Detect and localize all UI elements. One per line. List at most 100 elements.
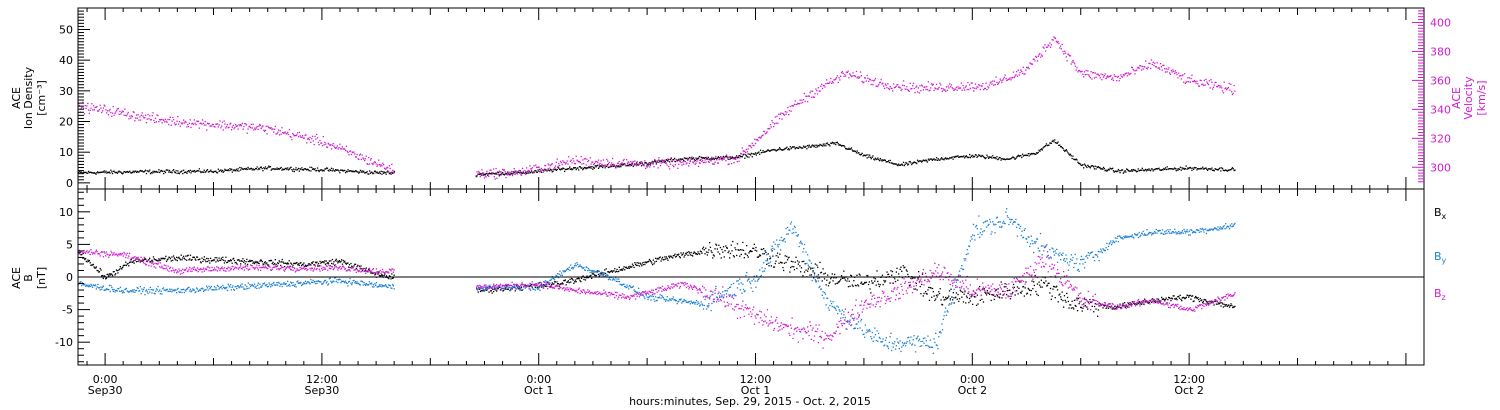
b-field-point [564,270,566,273]
density-point [810,146,812,148]
velocity-point [144,114,147,116]
velocity-point [1050,44,1053,46]
b-field-point [239,260,241,262]
b-field-point [759,255,762,257]
density-point [1091,165,1093,167]
b-field-point [191,259,193,261]
density-point [92,172,94,174]
density-point [975,154,977,156]
b-field-point [657,257,659,260]
velocity-point [140,119,142,121]
density-point [744,157,746,159]
b-field-point [213,259,216,261]
velocity-point [232,124,234,127]
density-point [1200,167,1202,169]
density-point [692,157,694,160]
b-field-point [341,263,344,265]
density-point [873,159,876,161]
velocity-point [265,125,267,127]
density-point [173,171,176,173]
b-field-point [104,289,106,291]
b-field-point [709,246,712,248]
density-point [954,155,957,158]
b-field-point [873,277,875,279]
b-field-point [955,292,958,294]
velocity-point [840,72,843,74]
velocity-point [833,79,835,81]
b-field-point [827,285,830,287]
b-field-point [315,280,317,282]
velocity-point [221,125,223,127]
density-point [1045,144,1047,147]
velocity-point [1026,66,1028,69]
velocity-point [625,165,627,167]
b-field-point [580,277,583,279]
density-point [286,168,288,171]
velocity-point [1130,72,1132,75]
density-point [819,143,821,146]
density-point [1012,156,1014,158]
velocity-point [1174,70,1177,72]
velocity-point [236,125,238,127]
velocity-point [573,160,575,162]
velocity-point [1053,36,1055,38]
velocity-point [288,129,291,131]
b-field-point [89,262,91,264]
b-field-point [688,252,691,254]
velocity-point [588,159,590,162]
b-field-point [548,283,550,286]
b-field-point [521,283,523,286]
b-field-point [688,300,691,303]
velocity-point [502,169,505,171]
b-field-point [310,279,312,281]
b-field-point [954,297,956,299]
velocity-point [553,168,555,170]
density-point [619,165,621,167]
density-point [978,154,980,156]
b-field-point [916,289,918,291]
density-point [948,158,950,160]
density-point [264,166,267,168]
b-field-point [1129,302,1131,304]
b-field-point [677,254,679,256]
velocity-point [104,105,106,107]
b-field-point [1156,298,1158,300]
density-point [1114,170,1116,172]
b-field-point [1021,290,1023,292]
b-field-point [610,276,612,279]
b-field-point [1104,304,1106,306]
density-point [1026,154,1028,156]
velocity-point [1160,66,1162,68]
density-point [659,160,662,162]
velocity-point [786,111,788,113]
b-field-point [937,294,939,296]
velocity-point [130,117,132,119]
density-point [746,156,748,158]
density-point [1069,153,1072,155]
b-field-point [909,284,911,286]
b-field-point [1092,299,1094,301]
density-point [947,158,949,160]
velocity-point [678,160,681,162]
b-field-point [724,250,726,252]
density-point [913,161,915,163]
b-field-point [142,288,145,291]
density-point [1146,168,1148,171]
b-field-point [98,271,100,273]
density-point [1059,144,1061,146]
b-field-point [749,250,752,252]
velocity-point [997,83,999,85]
b-field-point [857,285,860,287]
velocity-point [739,157,741,159]
density-point [482,172,484,175]
density-point [132,170,134,172]
b-field-point [1164,299,1166,301]
velocity-point [479,175,481,178]
density-point [268,166,271,168]
velocity-point [537,166,539,168]
b-field-point [326,262,328,265]
b-field-point [219,286,222,288]
b-field-point [290,281,292,283]
density-point [904,163,906,165]
velocity-point [348,154,350,156]
